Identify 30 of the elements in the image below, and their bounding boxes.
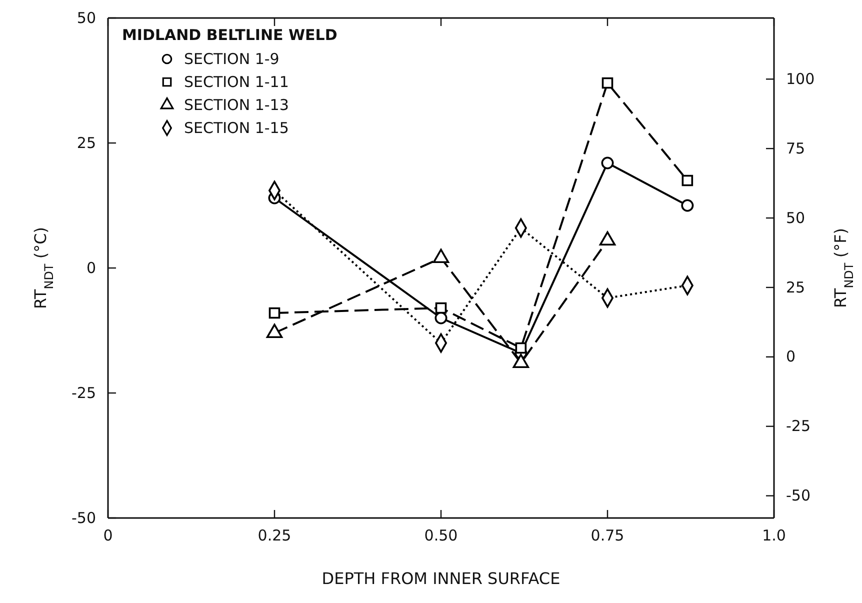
point [601, 156, 614, 170]
y2-tick-label: 0 [786, 348, 796, 366]
x-tick-label: 0.75 [590, 526, 624, 545]
x-tick-label: 0 [103, 526, 113, 545]
point [681, 199, 694, 212]
point [515, 342, 527, 354]
legend-title: MIDLAND BELTLINE WELD [122, 26, 338, 44]
y2-tick-label: 75 [786, 139, 806, 158]
legend-label: SECTION 1-15 [184, 119, 289, 137]
legend-label: SECTION 1-11 [184, 73, 289, 91]
point [682, 174, 694, 186]
legend-label: SECTION 1-13 [184, 96, 289, 114]
x-tick-label: 0.25 [258, 526, 292, 545]
y-tick-label: 25 [76, 134, 96, 152]
point [268, 307, 280, 319]
y-tick-label: -25 [72, 384, 96, 402]
y2-tick-label: 100 [786, 70, 815, 88]
x-tick-label: 1.0 [762, 526, 786, 545]
legend-label: SECTION 1-9 [184, 50, 280, 68]
y2-tick-label: 50 [786, 208, 806, 227]
x-tick-label: 0.50 [424, 526, 458, 545]
x-axis-title: DEPTH FROM INNER SURFACE [322, 569, 560, 588]
y-tick-label: 0 [86, 258, 96, 277]
y2-tick-label: 25 [786, 278, 806, 296]
y-tick-label: -50 [72, 508, 96, 527]
point [435, 302, 447, 314]
point [602, 77, 614, 89]
y2-tick-label: -50 [786, 486, 810, 505]
y2-tick-label: -25 [786, 417, 810, 436]
y-tick-label: 50 [76, 8, 96, 27]
